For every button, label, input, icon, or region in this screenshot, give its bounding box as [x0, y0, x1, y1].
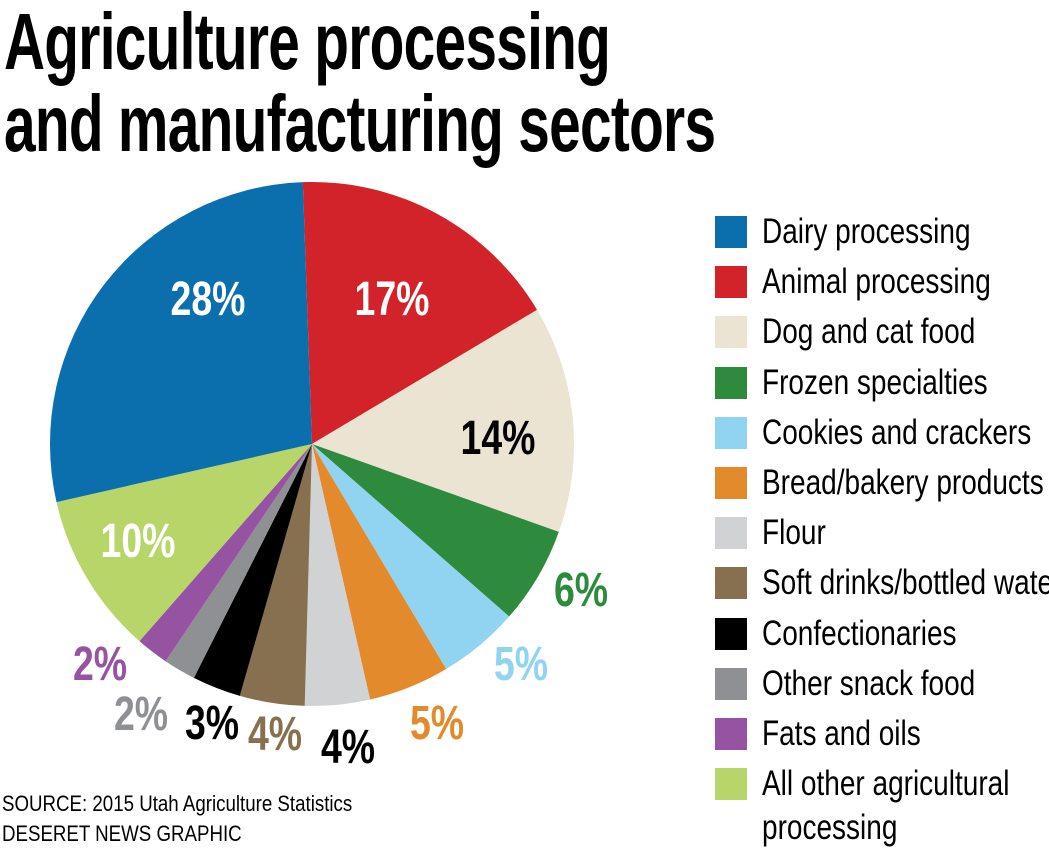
- legend-swatch: [715, 567, 747, 600]
- legend-label: All other agricultural: [762, 764, 1010, 804]
- pie-slice-all-other-agricultural-processing: [56, 444, 312, 642]
- legend-item: Bread/bakery products: [715, 463, 1049, 503]
- data-label: 14%: [461, 412, 536, 466]
- legend-label: Bread/bakery products: [762, 463, 1044, 502]
- chart-title-line-1: Agriculture processing: [4, 0, 611, 86]
- legend-item: Frozen specialties: [715, 363, 1044, 403]
- legend-label: Soft drinks/bottled water: [762, 563, 1049, 603]
- pie-slice-cookies-and-crackers: [312, 444, 510, 670]
- pie-slice-flour: [304, 444, 371, 707]
- data-label: 28%: [171, 273, 246, 327]
- legend-item: Dog and cat food: [715, 312, 1029, 352]
- legend-swatch: [715, 517, 747, 550]
- legend-swatch: [715, 667, 747, 700]
- legend-label: Fats and oils: [762, 714, 921, 753]
- credit-note: DESERET NEWS GRAPHIC: [2, 821, 242, 846]
- legend-item: Animal processing: [715, 262, 1048, 302]
- legend-item-continued: processing: [762, 808, 931, 848]
- legend-label: Dog and cat food: [762, 312, 976, 352]
- pie-slice-dog-and-cat-food: [312, 309, 574, 532]
- legend-item: Soft drinks/bottled water: [715, 563, 1049, 603]
- legend-label: Dairy processing: [762, 212, 971, 251]
- legend-item: Dairy processing: [715, 212, 1023, 252]
- pie-slice-soft-drinks-bottled-water: [239, 444, 312, 706]
- legend-item: Flour: [715, 513, 842, 553]
- legend-label: Animal processing: [762, 262, 991, 302]
- data-label: 6%: [554, 564, 608, 618]
- data-label: 4%: [321, 721, 375, 775]
- legend-swatch: [715, 617, 747, 650]
- legend-item: All other agricultural: [715, 764, 1049, 804]
- legend-item: Fats and oils: [715, 714, 960, 754]
- legend-item: Confectionaries: [715, 614, 1005, 654]
- pie-slice-frozen-specialties: [312, 444, 559, 617]
- chart-title-line-2: and manufacturing sectors: [4, 79, 716, 168]
- legend-label: Frozen specialties: [762, 362, 988, 402]
- pie-slice-dairy-processing: [49, 182, 312, 503]
- legend-label: Cookies and crackers: [762, 412, 1032, 452]
- pie-chart: 17%14%6%5%5%4%4%3%2%2%10%28%: [49, 182, 608, 775]
- pie-slice-fats-and-oils: [139, 444, 312, 662]
- data-label: 2%: [73, 638, 127, 692]
- pie-slice-confectionaries: [193, 444, 312, 696]
- legend-swatch: [715, 718, 747, 750]
- legend-swatch: [715, 416, 747, 449]
- legend-swatch: [715, 316, 747, 349]
- source-note: SOURCE: 2015 Utah Agriculture Statistics: [2, 791, 353, 816]
- pie-slice-animal-processing: [302, 182, 538, 445]
- data-label: 3%: [185, 697, 239, 751]
- legend-label: Flour: [762, 513, 826, 553]
- legend-label: Confectionaries: [762, 613, 957, 653]
- legend-swatch: [715, 366, 747, 399]
- legend-item: Cookies and crackers: [715, 413, 1049, 453]
- data-label: 17%: [355, 273, 430, 327]
- legend-swatch: [715, 266, 747, 299]
- legend-swatch: [715, 768, 747, 801]
- legend-label-continued: processing: [762, 808, 898, 848]
- data-label: 2%: [114, 688, 168, 742]
- pie-slice-other-snack-food: [165, 444, 312, 678]
- data-label: 10%: [101, 515, 176, 569]
- data-label: 5%: [494, 638, 548, 692]
- legend-item: Other snack food: [715, 664, 1029, 704]
- legend-label: Other snack food: [762, 663, 976, 703]
- data-label: 5%: [410, 697, 464, 751]
- legend-swatch: [715, 216, 747, 248]
- data-label: 4%: [248, 708, 302, 762]
- legend-swatch: [715, 467, 747, 499]
- pie-slice-bread-bakery-products: [312, 444, 447, 700]
